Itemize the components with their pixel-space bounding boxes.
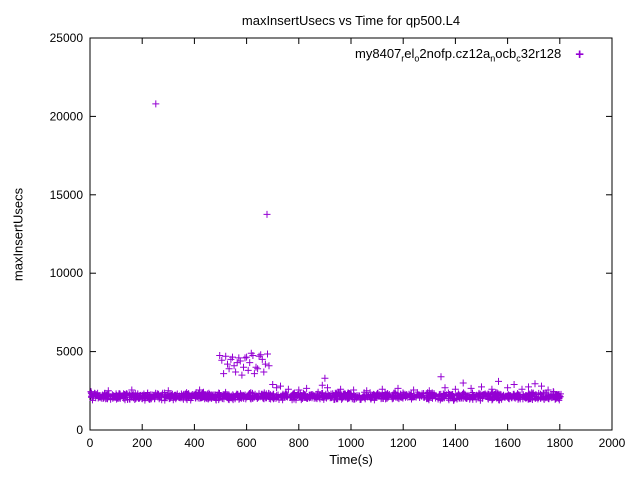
- legend-label-text: 32r128: [520, 46, 562, 61]
- x-tick-label: 800: [289, 436, 309, 450]
- x-tick-label: 0: [87, 436, 94, 450]
- x-tick-label: 1600: [494, 436, 521, 450]
- y-tick-label: 20000: [50, 109, 84, 123]
- legend-label-subscript: o: [414, 53, 420, 64]
- y-tick-label: 0: [76, 423, 83, 437]
- legend-label-text: ocb: [495, 46, 517, 61]
- legend-label-text: my8407: [355, 46, 402, 61]
- x-tick-label: 1400: [442, 436, 469, 450]
- x-tick-label: 1200: [390, 436, 417, 450]
- scatter-band-points: [87, 388, 564, 404]
- legend-plus-marker-icon: +: [575, 46, 584, 64]
- x-tick-label: 600: [237, 436, 257, 450]
- y-tick-label: 5000: [56, 345, 83, 359]
- y-tick-label: 25000: [50, 31, 84, 45]
- x-tick-label: 400: [184, 436, 204, 450]
- legend: my8407relo2nofp.cz12anocbc32r128 +: [355, 46, 584, 64]
- legend-label-subscript: c: [516, 53, 521, 64]
- x-tick-label: 1000: [338, 436, 365, 450]
- legend-label-text: el: [404, 46, 415, 61]
- x-tick-label: 200: [132, 436, 152, 450]
- x-axis-label: Time(s): [329, 452, 373, 467]
- legend-label-subscript: r: [401, 53, 405, 64]
- chart-title: maxInsertUsecs vs Time for qp500.L4: [241, 13, 461, 28]
- x-tick-label: 2000: [599, 436, 626, 450]
- y-tick-label: 10000: [50, 266, 84, 280]
- scatter-outlier-points: [87, 100, 557, 396]
- y-axis-label: maxInsertUsecs: [10, 187, 26, 282]
- x-tick-label: 1800: [546, 436, 573, 450]
- legend-label-text: 2nofp.cz12a: [419, 46, 491, 61]
- legend-label-subscript: n: [490, 53, 496, 64]
- legend-series-label: my8407relo2nofp.cz12anocbc32r128: [355, 46, 561, 64]
- y-tick-label: 15000: [50, 188, 84, 202]
- plot-border: [89, 37, 613, 431]
